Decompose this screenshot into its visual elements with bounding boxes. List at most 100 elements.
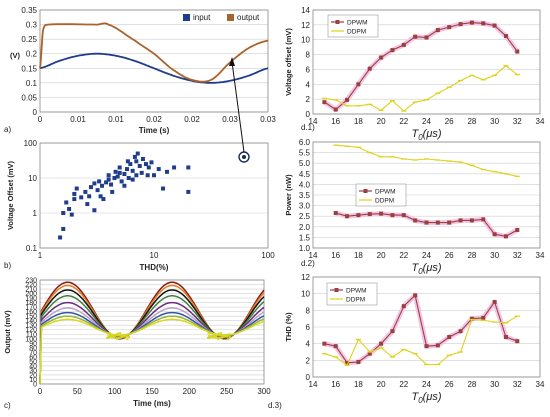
x-tick-label: 0.01: [70, 115, 86, 124]
noise-point: [116, 337, 119, 340]
noise-point: [106, 332, 109, 335]
y-tick-label: 5.0: [299, 159, 311, 168]
x-axis-label: Time (ms): [133, 399, 171, 408]
y-tick-label: 0: [306, 373, 311, 382]
x-tick-label: 0.01: [108, 115, 124, 124]
data-marker: [424, 220, 429, 225]
data-marker: [356, 213, 361, 218]
scatter-point: [69, 212, 74, 217]
noise-point: [228, 333, 231, 336]
legend-label-DDPM: DDPM: [346, 297, 365, 304]
data-marker: [413, 293, 418, 298]
y-tick-label: 10: [28, 174, 37, 183]
x-tick-label: 100: [108, 387, 122, 396]
noise-point: [115, 333, 118, 336]
y-tick-label: 100: [25, 336, 37, 343]
data-marker: [333, 107, 338, 112]
x-tick-label: 28: [467, 380, 476, 389]
data-marker: [413, 34, 418, 39]
x-tick-label: 10: [150, 251, 159, 260]
x-tick-label: 24: [422, 117, 431, 126]
noise-point: [209, 335, 212, 338]
data-marker: [367, 351, 372, 356]
data-marker: [435, 343, 440, 348]
y-axis-label: Voltage offset (mV): [284, 28, 293, 96]
x-tick-label: 28: [467, 117, 476, 126]
legend-label-DPWM: DPWM: [347, 20, 368, 27]
y-tick-label: 6: [306, 323, 311, 332]
data-marker: [390, 213, 395, 218]
x-tick-label: 26: [445, 117, 454, 126]
scatter-point: [117, 170, 122, 175]
panel-label: d.1): [301, 123, 315, 132]
noise-point: [111, 336, 114, 339]
x-tick-label: 0: [38, 387, 43, 396]
y-tick-label: 4: [306, 80, 311, 89]
plot-frame-c: [39, 279, 265, 385]
noise-point: [224, 335, 227, 338]
y-tick-label: 220: [25, 282, 37, 289]
y-tick-label: 0.2: [26, 50, 38, 59]
x-tick-label: 18: [354, 251, 363, 260]
scatter-point: [106, 177, 111, 182]
y-tick-label: 14: [301, 6, 310, 15]
scatter-point: [72, 191, 77, 196]
y-tick-label: 40: [29, 363, 37, 370]
x-axis-label: THD(%): [140, 263, 169, 272]
x-tick-label: 300: [257, 387, 271, 396]
data-marker: [322, 341, 327, 346]
y-tick-label: 100: [24, 139, 38, 148]
scatter-point: [85, 202, 90, 207]
scatter-point: [130, 177, 135, 182]
scatter-point: [67, 207, 72, 212]
x-axis-label: T0(μs): [411, 262, 441, 276]
x-tick-label: 50: [73, 387, 82, 396]
y-tick-label: 130: [25, 323, 37, 330]
noise-point: [110, 334, 113, 337]
plot-frame-5: [312, 276, 541, 378]
scatter-point: [156, 167, 161, 172]
data-marker: [345, 97, 350, 102]
annotation-dot: [242, 155, 246, 159]
scatter-point: [186, 189, 191, 194]
y-tick-label: 0.1: [26, 79, 38, 88]
data-marker: [469, 316, 474, 321]
y-tick-label: 200: [25, 291, 37, 298]
data-marker: [515, 339, 520, 344]
y-axis-label: Power (nW): [284, 174, 293, 216]
y-tick-label: 140: [25, 318, 37, 325]
scatter-point: [125, 159, 130, 164]
noise-point: [226, 335, 229, 338]
data-marker: [447, 25, 452, 30]
x-tick-label: 32: [513, 117, 522, 126]
scatter-point: [161, 186, 166, 191]
x-tick-label: 0.02: [146, 115, 162, 124]
legend-label-input: input: [193, 13, 211, 22]
data-marker: [492, 232, 497, 237]
scatter-point: [64, 200, 69, 205]
y-tick-label: 2: [306, 95, 311, 104]
data-marker: [401, 304, 406, 309]
noise-point: [208, 336, 211, 339]
y-tick-label: 4.5: [299, 170, 311, 179]
x-tick-label: 150: [145, 387, 159, 396]
x-axis-label: T0(μs): [411, 391, 441, 405]
plot-frame-3: [312, 9, 541, 115]
x-tick-label: 1: [38, 251, 43, 260]
data-marker: [424, 35, 429, 40]
x-tick-label: 16: [331, 251, 340, 260]
y-tick-label: 120: [25, 327, 37, 334]
y-tick-label: 50: [29, 359, 37, 366]
x-tick-label: 22: [399, 117, 408, 126]
legend-label-DPWM: DPWM: [375, 189, 396, 196]
scatter-point: [132, 154, 137, 159]
x-tick-label: 26: [445, 380, 454, 389]
x-tick-label: 28: [467, 251, 476, 260]
series-line-input: [39, 52, 269, 84]
noise-point: [211, 334, 214, 337]
x-tick-label: 14: [309, 251, 318, 260]
y-tick-label: 3.0: [299, 202, 311, 211]
x-tick-label: 0: [38, 115, 43, 124]
scatter-point: [164, 169, 169, 174]
x-tick-label: 20: [377, 380, 386, 389]
